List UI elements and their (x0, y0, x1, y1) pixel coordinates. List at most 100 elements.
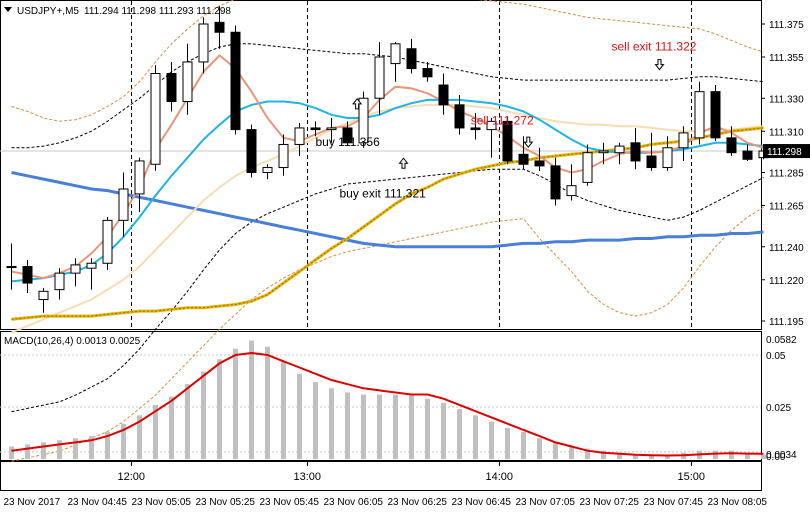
macd-histogram-bar (185, 384, 190, 459)
trade-annotation-label: buy 111.356 (316, 135, 381, 149)
candle (486, 118, 497, 158)
macd-pane-frame (0, 331, 762, 461)
macd-histogram-bar (713, 450, 718, 459)
macd-histogram-bar (745, 452, 750, 459)
envelope-lower-outer-line (11, 206, 764, 462)
macd-histogram-bar (121, 423, 126, 459)
candle (86, 258, 97, 290)
candle (742, 144, 753, 161)
price-tick-label: 111.330 (769, 94, 804, 105)
macd-tick-label: 0.0034 (766, 450, 797, 461)
candle (406, 38, 417, 74)
time-label: 23 Nov 07:25 (580, 497, 640, 508)
candle (582, 144, 593, 186)
candle (534, 147, 545, 171)
candle (630, 127, 641, 170)
macd-signal (11, 351, 764, 457)
time-label: 23 Nov 07:45 (644, 497, 704, 508)
macd-histogram-bar (281, 361, 286, 459)
time-label: 23 Nov 05:45 (260, 497, 320, 508)
macd-histogram-bar (425, 398, 430, 459)
candle-body (502, 120, 513, 162)
candle-body (166, 73, 177, 103)
candle-body (54, 272, 65, 291)
time-label: 23 Nov 04:45 (68, 497, 128, 508)
envelope-upper-outer-line (11, 0, 764, 122)
candle (598, 142, 609, 165)
macd-histogram-bar (41, 442, 46, 459)
macd-histogram-bar (457, 409, 462, 459)
candle-body (454, 104, 465, 129)
price-axis[interactable]: 111.195 111.220 111.240 111.265 111.285 111.3… (761, 20, 810, 328)
candle-body (374, 56, 385, 99)
trade-annotation-label: sell exit 111.322 (612, 39, 697, 53)
macd-histogram-bar (169, 396, 174, 459)
candle (390, 42, 401, 82)
time-axis[interactable]: 12:00 13:00 14:00 15:00 23 Nov 2017 23 Nov 04… (4, 462, 768, 508)
macd-histogram-bar (9, 446, 14, 459)
candle (614, 142, 625, 165)
macd-histogram-bar (345, 392, 350, 459)
candle (550, 157, 561, 206)
candle (22, 259, 33, 293)
trade-annotation-label: sell 111.272 (471, 114, 534, 128)
candle (38, 288, 49, 313)
candle-body (230, 31, 241, 131)
candle (294, 123, 305, 156)
macd-histogram-bar (105, 431, 110, 459)
macd-histogram-bar (649, 454, 654, 459)
macd-tick-label: 0.0582 (766, 335, 797, 346)
hour-label: 13:00 (294, 471, 322, 483)
macd-histogram-bar (521, 431, 526, 459)
candle-body (694, 91, 705, 139)
price-tick-label: 111.285 (769, 169, 804, 180)
envelope-lower-inner-line (11, 168, 764, 413)
macd-histogram-bar (393, 394, 398, 459)
hour-label: 14:00 (486, 471, 514, 483)
candle (726, 126, 737, 156)
candle-body (390, 43, 401, 65)
candle-body (486, 120, 497, 131)
candle (502, 116, 513, 165)
candle (70, 258, 81, 287)
macd-histogram-bar (473, 415, 478, 459)
time-label: 23 Nov 06:25 (388, 497, 448, 508)
candle-body (470, 127, 481, 131)
candle (166, 61, 177, 112)
macd-histogram-bar (137, 415, 142, 459)
current-price-label: 111.298 (767, 147, 802, 158)
macd-histogram-bar (265, 346, 270, 459)
envelope-upper-inner-line (11, 43, 764, 149)
macd-histogram-bar (57, 440, 62, 459)
collapse-triangle-icon[interactable] (4, 7, 12, 12)
macd-histogram-bar (617, 452, 622, 459)
candle-body (646, 155, 657, 169)
macd-histogram-bar (537, 438, 542, 459)
candle (230, 25, 241, 135)
macd-histogram-bar (329, 388, 334, 459)
macd-histogram-bar (585, 448, 590, 459)
candle (262, 164, 273, 180)
candle-body (214, 21, 225, 33)
price-pane-frame (0, 0, 762, 330)
candle (54, 268, 65, 300)
price-tick-label: 111.195 (769, 317, 804, 328)
macd-histogram-bar (201, 371, 206, 459)
candle-body (6, 266, 17, 269)
macd-histogram-bar (665, 454, 670, 459)
time-label: 23 Nov 07:05 (516, 497, 576, 508)
candle-body (438, 84, 449, 106)
arrow-up-icon (352, 98, 363, 110)
candle (6, 243, 17, 290)
candle (118, 172, 129, 237)
macd-histogram-bar (633, 454, 638, 459)
price-tick-label: 111.240 (769, 243, 804, 254)
ma-blue-line (11, 171, 764, 249)
macd-histogram-bar (569, 446, 574, 459)
candle (358, 91, 369, 148)
candle-body (262, 167, 273, 174)
candle-body (326, 127, 337, 131)
candle-body (102, 219, 113, 264)
